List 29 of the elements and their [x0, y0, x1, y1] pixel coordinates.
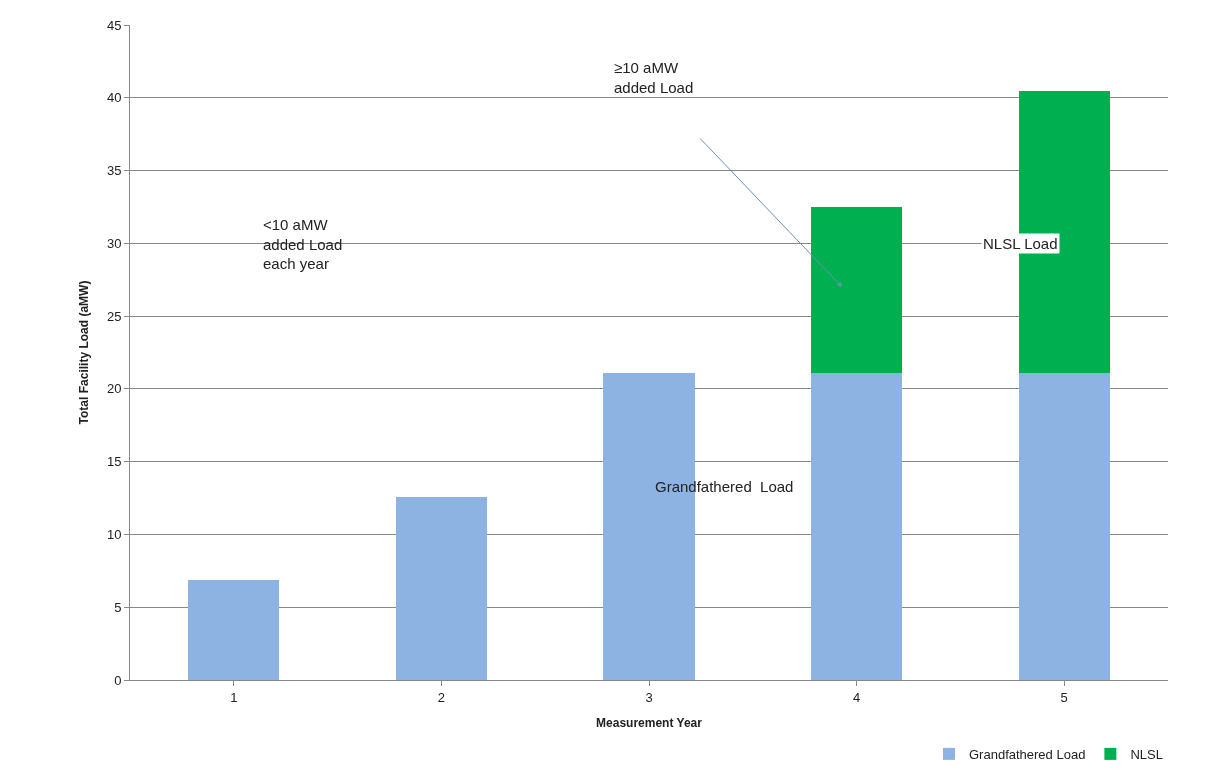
legend-label: NLSL: [1130, 746, 1163, 762]
bar: [810, 372, 903, 680]
x-tick-label: 4: [852, 689, 861, 705]
bar: [188, 579, 280, 680]
y-tick-label: 30: [106, 235, 122, 251]
annotation: <10 aMW added Load each year: [263, 216, 343, 272]
bar: [395, 496, 488, 680]
bar: [810, 206, 903, 373]
y-tick-label: 0: [114, 672, 122, 688]
annotation: ≥10 aMW added Load: [614, 59, 694, 96]
y-tick-label: 20: [106, 381, 122, 397]
annotation: NLSL Load: [983, 235, 1058, 252]
annotation: Grandfathered Load: [655, 478, 794, 495]
bar: [1018, 372, 1110, 680]
y-tick-label: 25: [106, 308, 122, 324]
x-tick-label: 2: [437, 689, 446, 705]
y-tick-label: 5: [114, 599, 122, 615]
x-tick-label: 5: [1060, 689, 1068, 705]
y-tick-label: 10: [106, 526, 122, 542]
y-tick-label: 45: [106, 17, 122, 33]
y-axis-title: Total Facility Load (aMW): [77, 280, 92, 425]
x-axis-title: Measurement Year: [596, 716, 703, 731]
y-tick-label: 35: [106, 163, 122, 179]
legend-label: Grandfathered Load: [969, 746, 1086, 762]
x-tick-label: 3: [645, 689, 653, 705]
y-tick-label: 15: [106, 454, 122, 470]
y-tick-label: 40: [106, 90, 122, 106]
x-tick-label: 1: [230, 689, 238, 705]
bar: [1018, 90, 1110, 373]
